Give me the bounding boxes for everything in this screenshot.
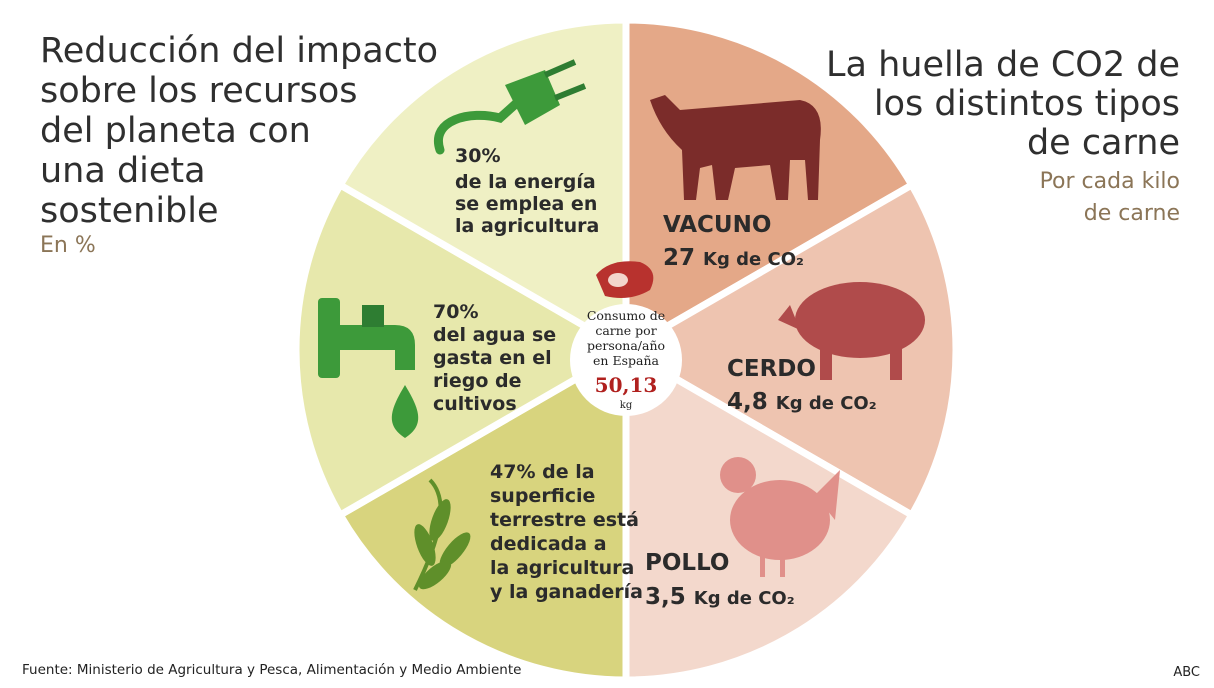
meat-co2: 27 Kg de CO₂ — [663, 245, 804, 271]
chicken-icon — [720, 457, 840, 577]
segment-text: riego de — [433, 370, 522, 392]
wheel-segment — [292, 180, 633, 520]
meat-amount: 4,8 — [727, 389, 768, 415]
center-text: carne por — [595, 323, 656, 338]
meat-amount: 27 — [663, 245, 695, 271]
segment-text: dedicada a — [490, 533, 607, 555]
cow-icon — [650, 95, 821, 200]
pig-icon — [778, 282, 925, 380]
right-subtitle: Por cada kilo — [1040, 169, 1180, 194]
meat-amount: 3,5 — [645, 584, 686, 610]
wheat-icon — [413, 478, 471, 591]
segment-text: terrestre está — [490, 509, 639, 531]
left-title: del planeta con — [40, 111, 311, 151]
right-subtitle: de carne — [1084, 201, 1180, 226]
meat-unit: Kg de CO₂ — [703, 249, 804, 270]
left-title: sostenible — [40, 191, 219, 231]
center-unit: kg — [620, 400, 633, 411]
segment-text: superficie — [490, 485, 595, 507]
steak-icon — [596, 261, 654, 298]
right-title: de carne — [1027, 123, 1180, 163]
wheel-segment — [619, 180, 960, 520]
segment-text: y la ganadería — [490, 581, 643, 603]
left-title: una dieta — [40, 151, 206, 191]
segment-text: la agricultura — [455, 215, 599, 237]
right-title: los distintos tipos — [874, 84, 1180, 124]
meat-unit: Kg de CO₂ — [776, 393, 877, 414]
segment-text: del agua se — [433, 324, 556, 346]
meat-name: CERDO — [727, 356, 816, 382]
segment-text: gasta en el — [433, 347, 552, 369]
meat-name: POLLO — [645, 550, 729, 576]
segment-text: cultivos — [433, 393, 517, 415]
center-value: 50,13 — [595, 373, 658, 397]
meat-co2: 3,5 Kg de CO₂ — [645, 584, 795, 610]
segment-text: 47% de la — [490, 461, 595, 483]
right-title: La huella de CO2 de — [826, 45, 1180, 85]
source: Fuente: Ministerio de Agricultura y Pesc… — [22, 662, 521, 678]
credit: ABC — [1173, 665, 1200, 680]
segment-text: 70% — [433, 301, 478, 323]
center-text: en España — [593, 353, 659, 368]
wheel-segment — [335, 343, 630, 684]
segment-text: se emplea en — [455, 193, 597, 215]
left-subtitle: En % — [40, 233, 96, 258]
meat-co2: 4,8 Kg de CO₂ — [727, 389, 877, 415]
left-title: Reducción del impacto — [40, 31, 438, 71]
center-disc — [570, 304, 682, 416]
left-title: sobre los recursos — [40, 71, 358, 111]
center-text: Consumo de — [587, 308, 665, 323]
meat-name: VACUNO — [663, 212, 771, 238]
plug-icon — [433, 59, 587, 155]
segment-text: la agricultura — [490, 557, 634, 579]
meat-unit: Kg de CO₂ — [694, 588, 795, 609]
tap-icon — [318, 298, 419, 438]
segment-text: de la energía — [455, 171, 596, 193]
wheel-segment — [622, 16, 917, 357]
segment-text: 30% — [455, 145, 500, 167]
center-text: persona/año — [587, 338, 665, 353]
